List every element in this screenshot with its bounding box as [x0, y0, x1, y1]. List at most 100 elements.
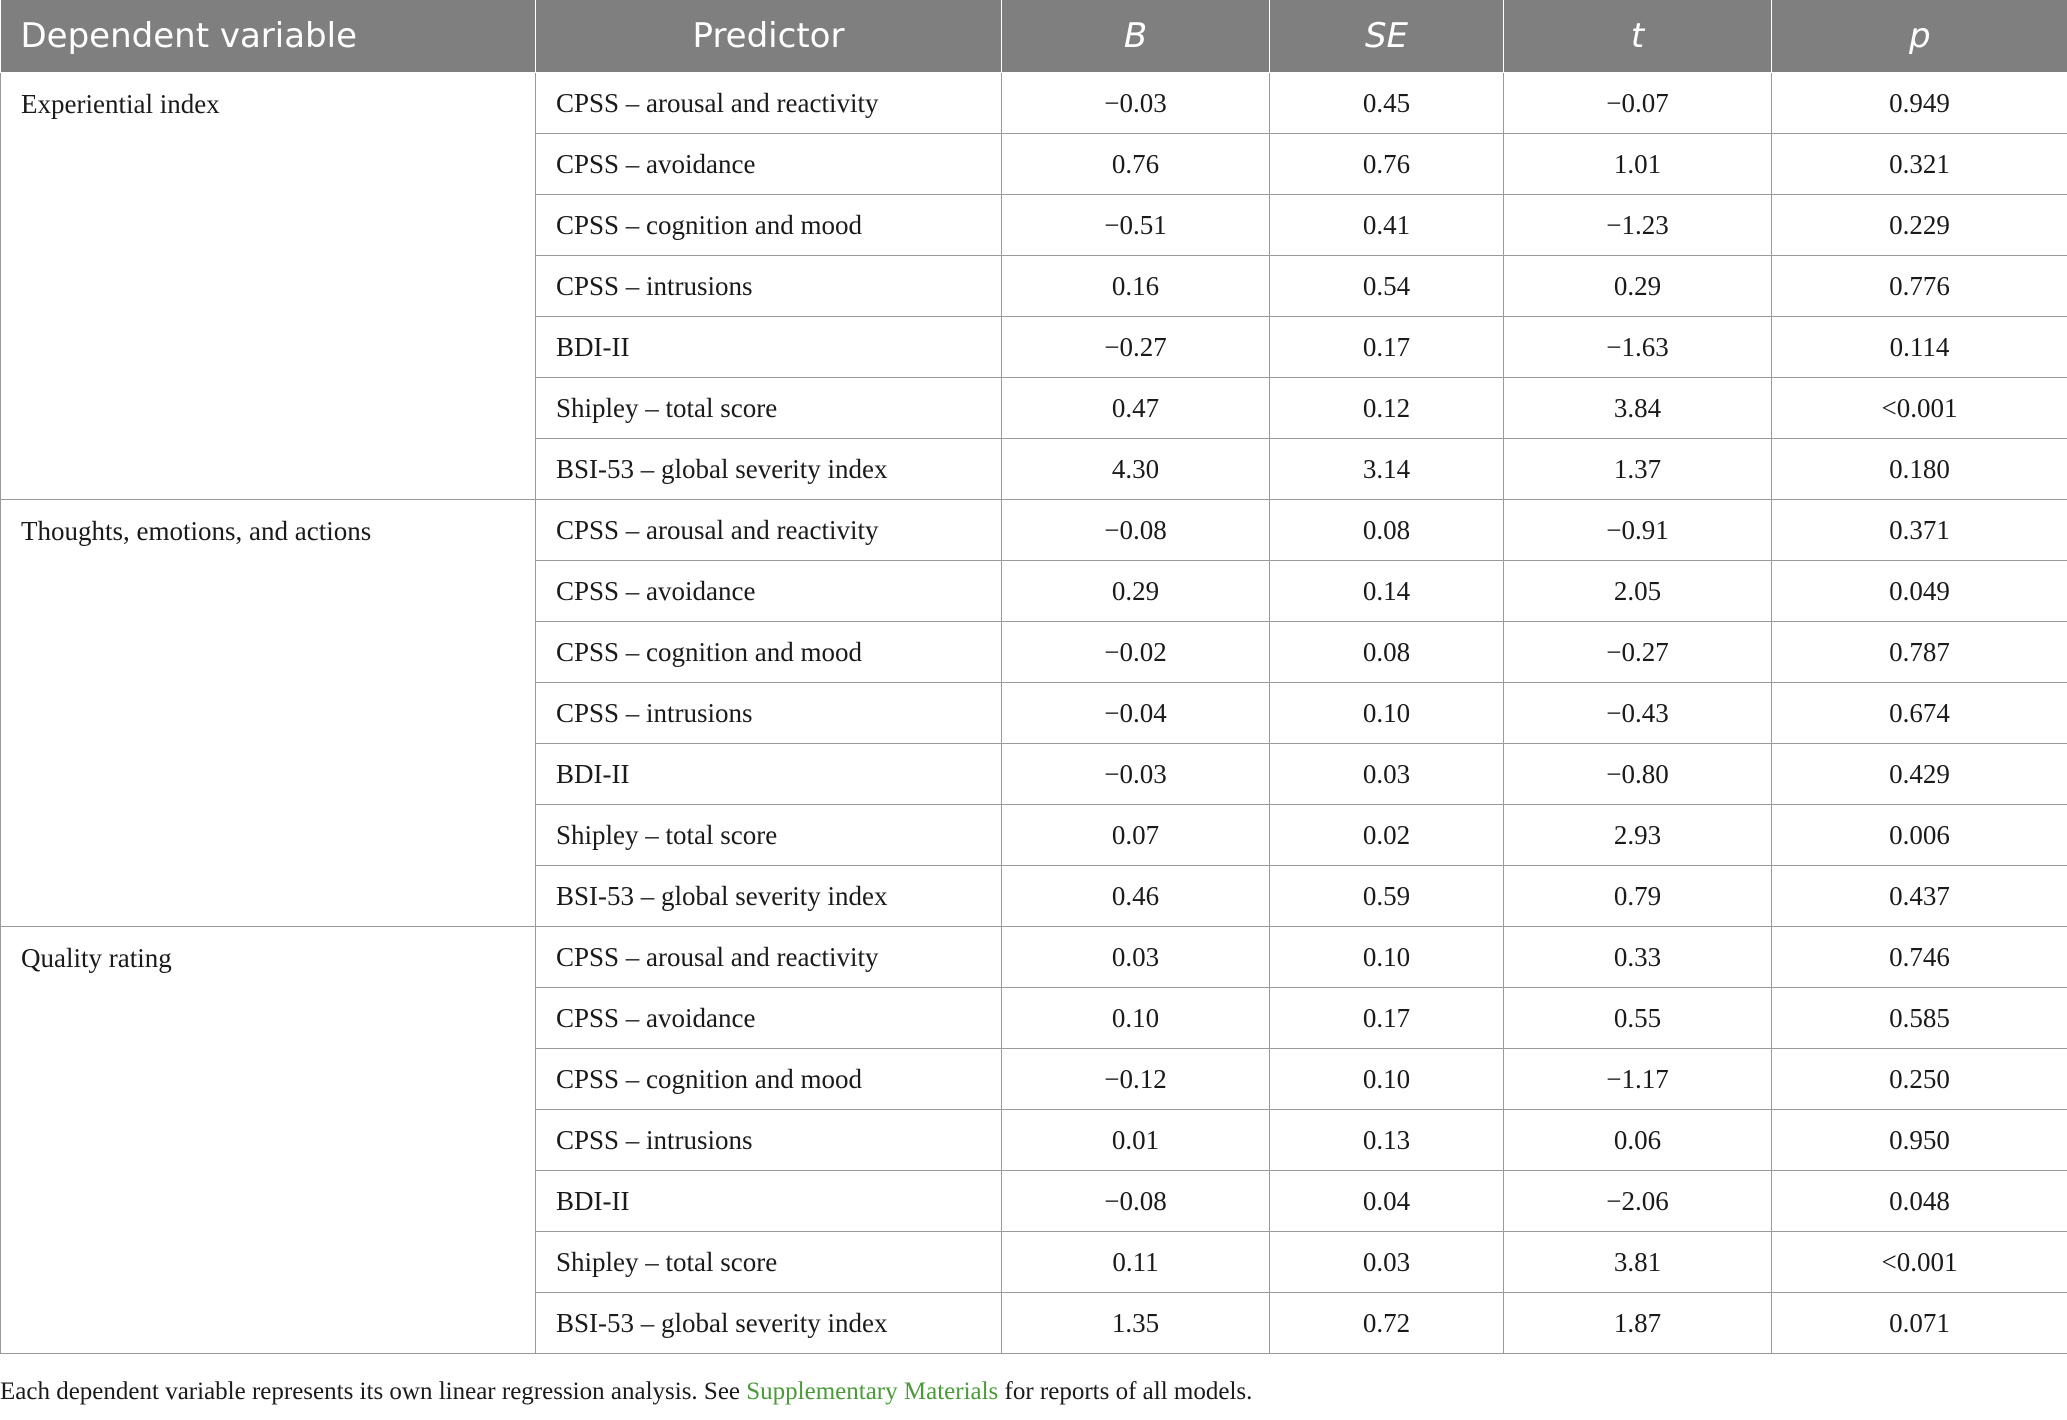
predictor-cell: BSI-53 – global severity index — [535, 438, 1002, 500]
b-cell: 0.03 — [1001, 926, 1270, 988]
t-cell: −1.63 — [1503, 316, 1772, 378]
se-cell: 0.45 — [1269, 72, 1504, 134]
table-row: BSI-53 – global severity index 4.30 3.14 1.… — [1, 438, 2067, 500]
predictor-cell: CPSS – intrusions — [535, 1109, 1002, 1171]
b-cell: 4.30 — [1001, 438, 1270, 500]
dependent-variable-cell: Experiential index — [0, 72, 536, 500]
se-cell: 0.72 — [1269, 1292, 1504, 1354]
predictor-cell: CPSS – avoidance — [535, 133, 1002, 195]
t-cell: 2.93 — [1503, 804, 1772, 866]
b-cell: 1.35 — [1001, 1292, 1270, 1354]
predictor-cell: CPSS – intrusions — [535, 682, 1002, 744]
t-cell: −2.06 — [1503, 1170, 1772, 1232]
header-t: t — [1503, 0, 1772, 73]
se-cell: 0.41 — [1269, 194, 1504, 256]
se-cell: 0.10 — [1269, 926, 1504, 988]
header-dependent-variable: Dependent variable — [0, 0, 536, 73]
b-cell: 0.07 — [1001, 804, 1270, 866]
table-row: CPSS – intrusions 0.16 0.54 0.29 0.776 — [1, 255, 2067, 317]
predictor-cell: BDI-II — [535, 316, 1002, 378]
table-row: CPSS – cognition and mood −0.02 0.08 −0.27 0… — [1, 621, 2067, 683]
b-cell: 0.11 — [1001, 1231, 1270, 1293]
p-cell: 0.746 — [1771, 926, 2067, 988]
se-cell: 0.04 — [1269, 1170, 1504, 1232]
table-row: Shipley – total score 0.11 0.03 3.81 <0.001 — [1, 1231, 2067, 1293]
supplementary-materials-link[interactable]: Supplementary Materials — [746, 1378, 999, 1405]
se-cell: 0.76 — [1269, 133, 1504, 195]
t-cell: −0.80 — [1503, 743, 1772, 805]
t-cell: 3.81 — [1503, 1231, 1772, 1293]
table-header-row: Dependent variable Predictor B SE t p — [0, 0, 2067, 73]
predictor-cell: BSI-53 – global severity index — [535, 1292, 1002, 1354]
se-cell: 0.17 — [1269, 316, 1504, 378]
table-footnote: Each dependent variable represents its o… — [0, 1378, 1252, 1406]
table-row: BSI-53 – global severity index 1.35 0.72 1.… — [1, 1292, 2067, 1354]
b-cell: 0.47 — [1001, 377, 1270, 439]
t-cell: 0.55 — [1503, 987, 1772, 1049]
p-cell: 0.776 — [1771, 255, 2067, 317]
se-cell: 0.54 — [1269, 255, 1504, 317]
table-row: CPSS – intrusions −0.04 0.10 −0.43 0.674 — [1, 682, 2067, 744]
b-cell: 0.16 — [1001, 255, 1270, 317]
t-cell: 1.87 — [1503, 1292, 1772, 1354]
b-cell: −0.03 — [1001, 743, 1270, 805]
predictor-cell: BDI-II — [535, 743, 1002, 805]
predictor-cell: CPSS – arousal and reactivity — [535, 72, 1002, 134]
t-cell: −0.91 — [1503, 499, 1772, 561]
se-cell: 0.59 — [1269, 865, 1504, 927]
se-cell: 0.08 — [1269, 499, 1504, 561]
table-row: CPSS – avoidance 0.29 0.14 2.05 0.049 — [1, 560, 2067, 622]
b-cell: −0.02 — [1001, 621, 1270, 683]
se-cell: 0.03 — [1269, 1231, 1504, 1293]
regression-table-container: Dependent variable Predictor B SE t p Ex… — [0, 0, 2067, 1354]
se-cell: 0.12 — [1269, 377, 1504, 439]
header-se: SE — [1269, 0, 1504, 73]
predictor-cell: BSI-53 – global severity index — [535, 865, 1002, 927]
dependent-variable-cell: Thoughts, emotions, and actions — [0, 499, 536, 927]
predictor-cell: CPSS – cognition and mood — [535, 621, 1002, 683]
p-cell: <0.001 — [1771, 377, 2067, 439]
table-row: BDI-II −0.03 0.03 −0.80 0.429 — [1, 743, 2067, 805]
p-cell: 0.049 — [1771, 560, 2067, 622]
p-cell: 0.429 — [1771, 743, 2067, 805]
p-cell: 0.048 — [1771, 1170, 2067, 1232]
predictor-cell: Shipley – total score — [535, 377, 1002, 439]
table-row: Quality rating CPSS – arousal and reactiv… — [0, 926, 2067, 1354]
table-row: Experiential index CPSS – arousal and rea… — [0, 72, 2067, 500]
p-cell: 0.006 — [1771, 804, 2067, 866]
predictor-cell: BDI-II — [535, 1170, 1002, 1232]
dependent-variable-cell: Quality rating — [0, 926, 536, 1354]
predictor-cell: CPSS – arousal and reactivity — [535, 499, 1002, 561]
p-cell: 0.321 — [1771, 133, 2067, 195]
footnote-text-after: for reports of all models. — [998, 1378, 1253, 1405]
table-row: CPSS – cognition and mood −0.51 0.41 −1.23 0… — [1, 194, 2067, 256]
t-cell: 1.37 — [1503, 438, 1772, 500]
b-cell: 0.29 — [1001, 560, 1270, 622]
table-row: BDI-II −0.08 0.04 −2.06 0.048 — [1, 1170, 2067, 1232]
se-cell: 0.03 — [1269, 743, 1504, 805]
p-cell: 0.437 — [1771, 865, 2067, 927]
footnote-text-before: Each dependent variable represents its o… — [0, 1378, 747, 1405]
se-cell: 0.13 — [1269, 1109, 1504, 1171]
p-cell: 0.071 — [1771, 1292, 2067, 1354]
p-cell: 0.950 — [1771, 1109, 2067, 1171]
t-cell: −0.43 — [1503, 682, 1772, 744]
se-cell: 0.17 — [1269, 987, 1504, 1049]
predictor-cell: CPSS – cognition and mood — [535, 1048, 1002, 1110]
b-cell: −0.08 — [1001, 499, 1270, 561]
t-cell: 1.01 — [1503, 133, 1772, 195]
se-cell: 0.10 — [1269, 1048, 1504, 1110]
se-cell: 0.08 — [1269, 621, 1504, 683]
p-cell: <0.001 — [1771, 1231, 2067, 1293]
t-cell: −0.27 — [1503, 621, 1772, 683]
se-cell: 0.14 — [1269, 560, 1504, 622]
predictor-cell: CPSS – avoidance — [535, 560, 1002, 622]
header-predictor: Predictor — [535, 0, 1002, 73]
b-cell: −0.04 — [1001, 682, 1270, 744]
table-row: BSI-53 – global severity index 0.46 0.59 0.… — [1, 865, 2067, 927]
p-cell: 0.674 — [1771, 682, 2067, 744]
predictor-cell: CPSS – arousal and reactivity — [535, 926, 1002, 988]
p-cell: 0.180 — [1771, 438, 2067, 500]
predictor-cell: Shipley – total score — [535, 1231, 1002, 1293]
p-cell: 0.787 — [1771, 621, 2067, 683]
